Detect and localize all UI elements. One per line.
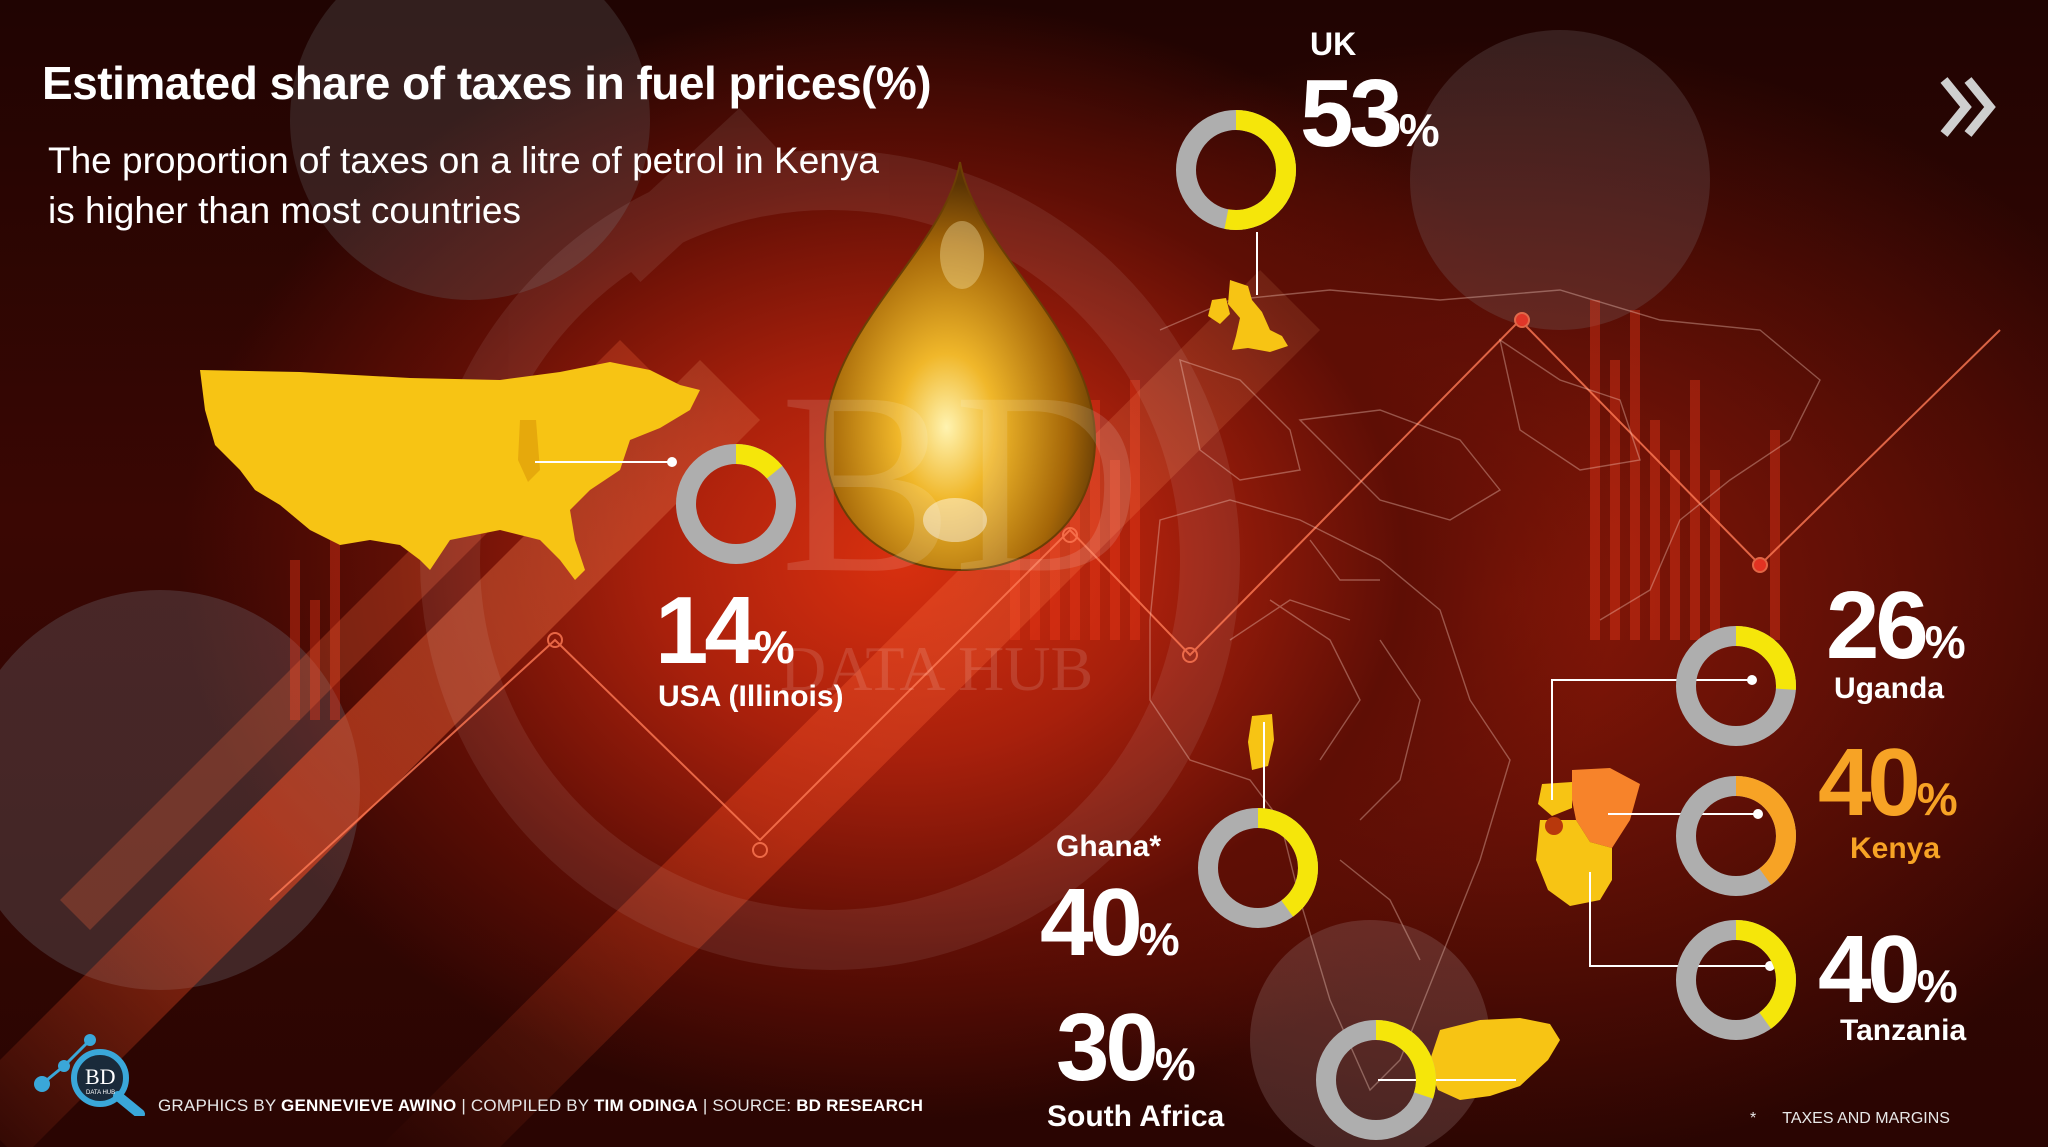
value-tanzania: 40% [1818, 916, 1958, 1023]
tanzania-shape [1536, 820, 1612, 906]
label-south-africa: South Africa [1047, 1100, 1225, 1133]
ghana-shape [1248, 714, 1274, 770]
watermark-subtext: DATA HUB [780, 633, 1093, 704]
uk-shape [1228, 280, 1288, 352]
uganda-shape [1538, 782, 1572, 816]
chart-title: Estimated share of taxes in fuel prices(… [42, 57, 932, 109]
south-africa-shape [1428, 1018, 1560, 1100]
label-usa: USA (Illinois) [658, 680, 844, 713]
watermark-text: BD [780, 339, 1141, 627]
value-kenya: 40% [1818, 729, 1958, 836]
bd-data-hub-logo: BD DATA HUB [34, 1034, 145, 1116]
ireland-shape [1208, 298, 1230, 324]
value-ghana: 40% [1040, 869, 1180, 976]
label-ghana: Ghana* [1056, 830, 1162, 863]
kenya-shape [1572, 768, 1640, 848]
credits: GRAPHICS BY GENNEVIEVE AWINO | COMPILED … [158, 1096, 924, 1115]
value-south-africa: 30% [1056, 994, 1196, 1101]
world-map-outline [1149, 289, 1821, 1092]
double-chevron-right-icon[interactable] [1938, 72, 1998, 142]
value-uganda: 26% [1826, 572, 1966, 679]
svg-text:DATA HUB: DATA HUB [86, 1090, 115, 1096]
value-uk: 53% [1300, 60, 1440, 167]
usa-illinois [518, 420, 540, 482]
footnote: * TAXES AND MARGINS [1750, 1110, 1950, 1127]
trend-line [269, 312, 2001, 901]
label-kenya: Kenya [1850, 832, 1941, 865]
usa-shape [200, 362, 700, 580]
value-usa: 14% [655, 577, 795, 684]
magnifier-rings [420, 108, 1240, 970]
label-uganda: Uganda [1834, 672, 1945, 705]
label-uk: UK [1310, 26, 1357, 62]
oil-droplet [823, 161, 1097, 572]
chart-subtitle: The proportion of taxes on a litre of pe… [48, 140, 879, 231]
lake-victoria [1545, 817, 1563, 835]
svg-text:BD: BD [85, 1064, 116, 1089]
label-tanzania: Tanzania [1840, 1014, 1967, 1047]
